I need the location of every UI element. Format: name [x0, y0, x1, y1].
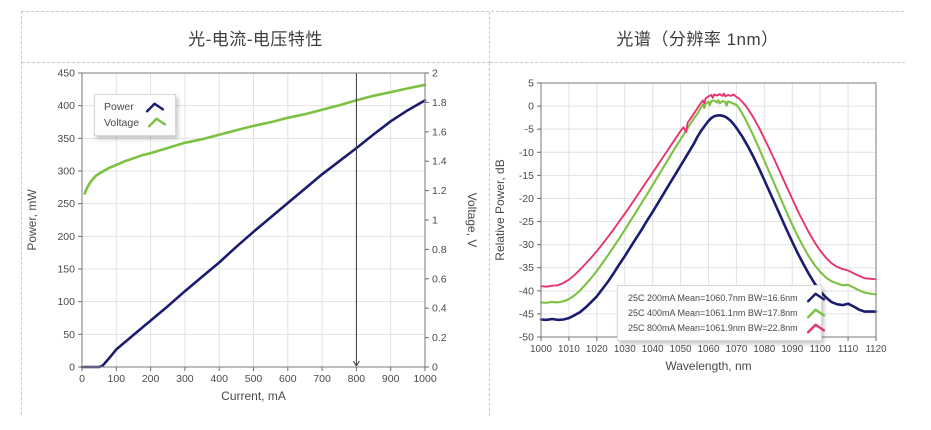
svg-text:200: 200 [57, 231, 75, 243]
power-legend-line-icon [145, 102, 165, 113]
svg-text:350: 350 [57, 133, 75, 145]
spectrum-legend-200ma-label: 25C 200mA Mean=1060.7nm BW=16.6nm [628, 292, 798, 303]
spectrum-legend-row-800ma: 25C 800mA Mean=1061.9nm BW=22.8nm [628, 322, 825, 335]
svg-text:300: 300 [57, 166, 75, 178]
svg-text:-25: -25 [519, 216, 534, 228]
spectrum-legend-row-200ma: 25C 200mA Mean=1060.7nm BW=16.6nm [628, 291, 825, 304]
svg-text:1030: 1030 [614, 344, 636, 355]
liv-legend: Power Voltage [94, 94, 176, 136]
svg-text:450: 450 [57, 68, 75, 80]
svg-text:400: 400 [57, 100, 75, 112]
svg-text:Power, mW: Power, mW [25, 189, 39, 251]
svg-text:1110: 1110 [838, 344, 859, 355]
svg-text:Relative Power, dB: Relative Power, dB [493, 159, 507, 260]
spectrum-chart: 1000 1010 1020 1030 1040 1050 1060 1070 1080 1090… [493, 78, 887, 374]
svg-text:300: 300 [176, 373, 194, 385]
liv-chart: 0 100 200 300 400 500 600 700 800 900 100005010015… [25, 68, 479, 404]
spectrum-legend-400ma-label: 25C 400mA Mean=1061.1nm BW=17.8nm [628, 308, 798, 318]
svg-text:150: 150 [57, 264, 75, 276]
svg-text:250: 250 [57, 198, 75, 210]
voltage-legend-line-icon [147, 117, 167, 128]
svg-text:0: 0 [528, 101, 534, 113]
svg-text:-45: -45 [519, 308, 534, 320]
svg-text:1060: 1060 [698, 344, 720, 355]
svg-text:Voltage, V: Voltage, V [465, 193, 479, 248]
svg-text:400: 400 [210, 373, 228, 385]
svg-text:1080: 1080 [753, 344, 775, 355]
svg-text:2: 2 [432, 68, 438, 80]
svg-text:0: 0 [69, 362, 75, 374]
svg-text:100: 100 [108, 373, 126, 385]
svg-text:800: 800 [348, 373, 366, 385]
svg-text:-50: -50 [519, 332, 534, 344]
svg-text:1020: 1020 [586, 344, 608, 355]
liv-chart-cell: 0 100 200 300 400 500 600 700 800 900 1000 0 50 100 15… [22, 63, 490, 416]
svg-text:1120: 1120 [865, 344, 887, 355]
svg-text:100: 100 [57, 296, 75, 308]
svg-text:-5: -5 [525, 124, 534, 136]
svg-text:1000: 1000 [413, 373, 437, 385]
spectrum-legend-800ma-label: 25C 800mA Mean=1061.9nm BW=22.8nm [628, 323, 798, 334]
spectrum-panel-title: 光谱（分辨率 1nm） [490, 12, 905, 63]
svg-text:-40: -40 [519, 285, 534, 297]
svg-text:-30: -30 [519, 239, 534, 251]
svg-text:500: 500 [245, 373, 263, 385]
svg-text:1.4: 1.4 [432, 156, 447, 168]
svg-text:0.8: 0.8 [432, 244, 447, 256]
svg-text:1040: 1040 [642, 344, 664, 355]
svg-text:1100: 1100 [810, 344, 832, 355]
spectrum-chart-cell: 1000 1010 1020 1030 1040 1050 1060 1070 1080 1090… [490, 63, 905, 416]
svg-text:0.2: 0.2 [432, 332, 447, 344]
svg-text:0: 0 [79, 373, 85, 385]
svg-text:1050: 1050 [670, 344, 692, 355]
svg-text:1.6: 1.6 [432, 126, 447, 138]
svg-text:1: 1 [432, 215, 438, 227]
svg-text:1090: 1090 [781, 344, 803, 355]
svg-text:5: 5 [528, 78, 534, 90]
liv-legend-row-power: Power [104, 101, 166, 114]
panel-table: 光-电流-电压特性 光谱（分辨率 1nm） 0 100 200 300 400 500 60… [21, 11, 905, 416]
svg-text:200: 200 [142, 373, 160, 385]
liv-legend-row-voltage: Voltage [104, 116, 167, 129]
spectrum-400ma-legend-line-icon [806, 308, 825, 318]
spectrum-800ma-legend-line-icon [806, 323, 825, 334]
svg-text:0.6: 0.6 [432, 273, 447, 285]
svg-text:-15: -15 [519, 170, 534, 182]
svg-text:-20: -20 [519, 193, 534, 205]
svg-text:700: 700 [313, 373, 331, 385]
svg-text:0.4: 0.4 [432, 303, 447, 315]
svg-text:600: 600 [279, 373, 297, 385]
svg-text:-10: -10 [519, 147, 534, 159]
svg-text:Wavelength, nm: Wavelength, nm [665, 359, 751, 373]
svg-text:900: 900 [382, 373, 400, 385]
svg-text:1070: 1070 [726, 344, 748, 355]
liv-legend-voltage-label: Voltage [104, 116, 140, 129]
spectrum-legend-row-400ma: 25C 400mA Mean=1061.1nm BW=17.8nm [628, 307, 825, 320]
liv-legend-power-label: Power [104, 101, 134, 114]
spectrum-legend: 25C 200mA Mean=1060.7nm BW=16.6nm 25C 40… [617, 285, 825, 341]
svg-text:50: 50 [63, 329, 75, 341]
svg-text:0: 0 [432, 362, 438, 374]
svg-text:1.2: 1.2 [432, 185, 447, 197]
spectrum-200ma-legend-line-icon [806, 292, 825, 303]
svg-text:-35: -35 [519, 262, 534, 274]
svg-text:1000: 1000 [530, 344, 552, 355]
liv-panel-title: 光-电流-电压特性 [22, 12, 490, 63]
svg-text:Current, mA: Current, mA [221, 389, 286, 403]
svg-text:1010: 1010 [558, 344, 580, 355]
svg-text:1.8: 1.8 [432, 97, 447, 109]
